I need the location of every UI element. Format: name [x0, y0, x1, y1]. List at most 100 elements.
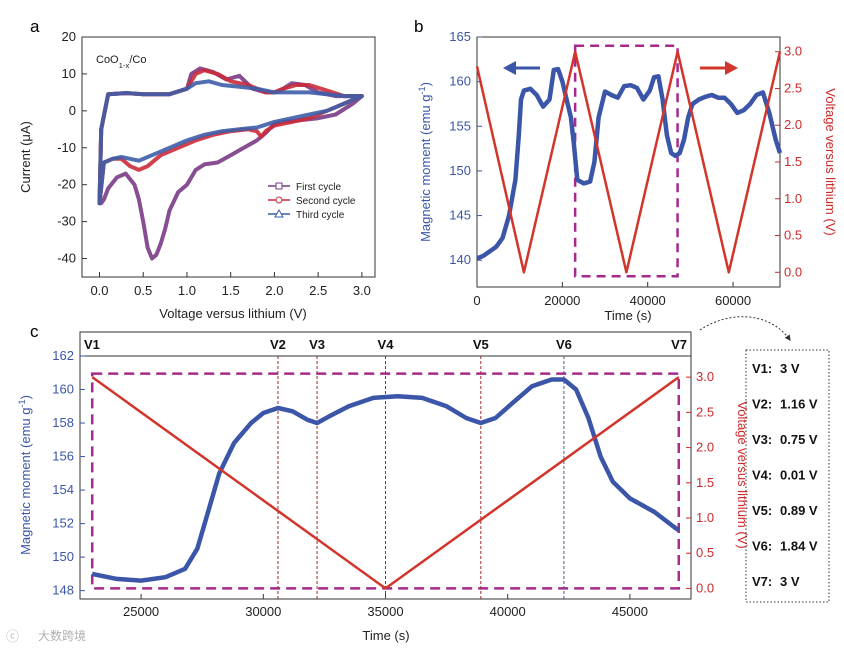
voltage-box-label: V3: [752, 432, 772, 447]
voltage-box-label: V5: [752, 503, 772, 518]
y-tick-label: 150 [52, 549, 74, 564]
y-right-tick-label: 1.5 [696, 475, 714, 490]
voltage-box-label: V6: [752, 539, 772, 554]
marker-label-v4: V4 [378, 337, 395, 352]
y-tick-label: 160 [52, 382, 74, 397]
x-tick-label: 0.0 [90, 283, 108, 298]
right-arrowhead-icon [725, 61, 738, 75]
curved-arrow-icon [699, 316, 791, 341]
y-tick-label: 140 [449, 252, 471, 267]
panel-b-ylabel-right: Voltage versus lithium (V) [823, 88, 838, 235]
panel-c-ylabel: Magnetic moment (emu g-1) [17, 395, 33, 555]
y-right-tick-label: 2.0 [784, 117, 802, 132]
marker-label-v3: V3 [309, 337, 325, 352]
watermark: ⓒ 大数跨境 [6, 628, 86, 644]
voltage-box-value: 0.89 V [780, 503, 818, 518]
panel-a-ticks: 0.0 0.5 1.0 1.5 2.0 2.5 3.0 20 10 0 -10 -20 -30 -40 [57, 29, 371, 298]
y-right-tick-label: 0.0 [784, 264, 802, 279]
y-tick-label: 152 [52, 516, 74, 531]
y-tick-label: 158 [52, 415, 74, 430]
panel-b-xlabel: Time (s) [604, 308, 651, 323]
panel-b-series [475, 50, 783, 274]
y-right-tick-label: 1.5 [784, 154, 802, 169]
voltage-box-frame [745, 349, 830, 603]
voltage-box: V1: 3 V V2: 1.16 V V3: 0.75 V V4: 0.01 V V5: 0.89… [699, 316, 830, 603]
voltage-box-items: V1: 3 V V2: 1.16 V V3: 0.75 V V4: 0.01 V V5: 0.89… [752, 361, 818, 589]
x-tick-label: 0 [473, 293, 480, 308]
y-tick-label: -30 [57, 214, 76, 229]
marker-label-v1: V1 [84, 337, 100, 352]
panel-b-ylabel: Magnetic moment (emu g-1) [417, 82, 433, 242]
x-tick-label: 40000 [630, 293, 666, 308]
voltage-box-label: V4: [752, 468, 772, 483]
panel-c-markers: V1 V2 V3 V4 V5 V6 V7 [84, 337, 687, 599]
series-line-magnetic-moment [91, 377, 681, 583]
series-line-third-cycle [97, 79, 364, 206]
x-tick-label: 1.0 [178, 283, 196, 298]
panel-c-letter: c [30, 322, 39, 341]
y-right-tick-label: 0.5 [696, 545, 714, 560]
legend-circle-marker-icon [275, 196, 283, 204]
series-line-first-cycle [97, 66, 364, 261]
voltage-box-value: 1.84 V [780, 539, 818, 554]
voltage-box-value: 0.01 V [780, 468, 818, 483]
watermark-logo-icon: ⓒ [6, 629, 19, 644]
x-tick-label: 2.0 [265, 283, 283, 298]
voltage-box-value: 3 V [780, 574, 800, 589]
voltage-box-label: V2: [752, 397, 772, 412]
x-tick-label: 30000 [245, 604, 281, 619]
x-tick-label: 60000 [715, 293, 751, 308]
y-right-tick-label: 2.5 [696, 404, 714, 419]
y-right-tick-label: 1.0 [696, 510, 714, 525]
marker-label-v5: V5 [473, 337, 489, 352]
legend-label: First cycle [296, 182, 341, 193]
watermark-text: 大数跨境 [38, 628, 86, 643]
panel-b-highlight-box [573, 44, 679, 278]
x-tick-label: 20000 [544, 293, 580, 308]
voltage-box-label: V7: [752, 574, 772, 589]
panel-b: b 0 20000 40000 60000 165 160 155 150 145 140 3.0 2… [414, 17, 838, 323]
x-tick-label: 45000 [612, 604, 648, 619]
panel-a-letter: a [30, 17, 40, 36]
x-tick-label: 3.0 [353, 283, 371, 298]
y-right-tick-label: 2.5 [784, 80, 802, 95]
highlight-box-rect [573, 44, 679, 278]
panel-a-legend: First cycle Second cycle Third cycle [268, 182, 356, 221]
y-tick-label: 160 [449, 74, 471, 89]
x-tick-label: 0.5 [134, 283, 152, 298]
panel-c-xlabel: Time (s) [362, 628, 409, 643]
legend-label: Third cycle [296, 210, 345, 221]
panel-c-series [91, 376, 681, 590]
panel-a-ylabel: Current (μA) [18, 121, 33, 193]
x-tick-label: 1.5 [222, 283, 240, 298]
x-tick-label: 35000 [367, 604, 403, 619]
y-tick-label: 20 [62, 29, 76, 44]
y-right-tick-label: 0.0 [696, 580, 714, 595]
legend-label: Second cycle [296, 196, 356, 207]
y-right-tick-label: 1.0 [784, 191, 802, 206]
series-line-voltage [475, 50, 782, 274]
y-right-tick-label: 0.5 [784, 228, 802, 243]
series-line-magnetic-moment [476, 66, 783, 261]
y-tick-label: 162 [52, 348, 74, 363]
panel-b-ticks: 0 20000 40000 60000 165 160 155 150 145 140 3.0 2.5… [449, 29, 802, 308]
panel-a: a 0.0 0.5 1.0 1.5 2.0 2.5 3.0 20 10 0 -10 -20 -30 -40… [18, 17, 376, 321]
y-tick-label: -20 [57, 177, 76, 192]
voltage-box-value: 3 V [780, 361, 800, 376]
panel-a-series [97, 66, 364, 261]
y-right-tick-label: 3.0 [696, 369, 714, 384]
y-tick-label: -10 [57, 140, 76, 155]
left-arrowhead-icon [503, 61, 516, 75]
voltage-box-value: 0.75 V [780, 432, 818, 447]
legend-triangle-marker-icon [274, 208, 284, 218]
y-tick-label: -40 [57, 251, 76, 266]
panel-a-frame [81, 36, 376, 278]
y-tick-label: 150 [449, 163, 471, 178]
panel-c-ticks: 25000 30000 35000 40000 45000 162 160 158 156 154… [52, 348, 714, 619]
x-tick-label: 25000 [123, 604, 159, 619]
marker-label-v2: V2 [270, 337, 286, 352]
y-tick-label: 165 [449, 29, 471, 44]
y-tick-label: 156 [52, 449, 74, 464]
y-tick-label: 145 [449, 208, 471, 223]
